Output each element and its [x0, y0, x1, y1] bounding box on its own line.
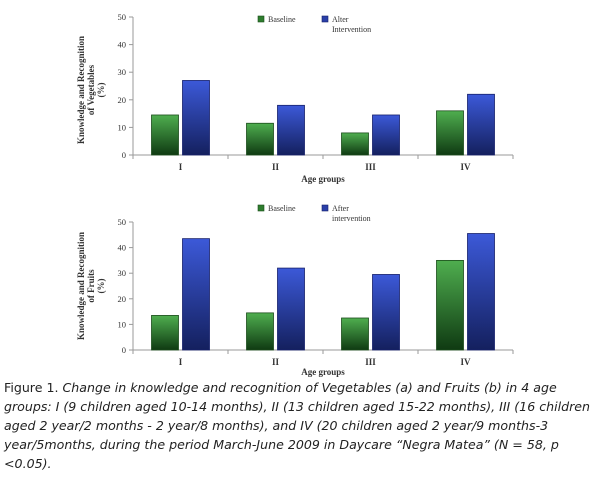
y-axis-label-line: Knowledge and Recognition — [76, 36, 86, 144]
x-tick-label: III — [365, 162, 376, 172]
x-axis-label: Age groups — [301, 174, 345, 184]
bar-intervention — [372, 114, 400, 156]
y-axis-label-line: (%) — [96, 279, 106, 294]
bar-baseline — [151, 114, 179, 156]
bar-intervention — [182, 238, 210, 351]
bar-intervention — [467, 233, 495, 351]
bar-intervention — [372, 274, 400, 351]
y-tick-label: 30 — [118, 268, 127, 278]
caption-label: Figure 1. — [4, 380, 59, 395]
legend-swatch-baseline — [257, 15, 265, 23]
x-tick-label: IV — [460, 357, 471, 367]
x-tick-label: II — [272, 162, 280, 172]
y-tick-label: 0 — [122, 150, 126, 160]
x-tick-label: I — [179, 162, 183, 172]
y-tick-label: 50 — [118, 217, 127, 227]
y-tick-label: 50 — [118, 12, 127, 22]
bar-intervention — [277, 267, 305, 351]
x-axis-label: Age groups — [301, 367, 345, 377]
bar-baseline — [341, 132, 369, 156]
y-axis-label-line: Knowledge and Recognition — [76, 232, 86, 340]
bar-intervention — [182, 80, 210, 156]
y-axis-label-line: (%) — [96, 83, 106, 98]
legend-swatch-intervention — [321, 15, 329, 23]
y-tick-label: 10 — [118, 122, 127, 132]
legend-label-baseline: Baseline — [268, 15, 296, 24]
legend-label-intervention-2: Intervention — [332, 25, 371, 34]
legend-swatch-baseline — [257, 204, 265, 212]
y-tick-label: 0 — [122, 345, 126, 355]
y-tick-label: 40 — [118, 243, 127, 253]
bar-baseline — [436, 110, 464, 156]
x-tick-label: I — [179, 357, 183, 367]
bar-baseline — [341, 317, 369, 351]
y-axis-label: Knowledge and Recognitionof Fruits(%) — [76, 232, 106, 340]
figure-caption: Figure 1. Change in knowledge and recogn… — [4, 378, 596, 473]
y-tick-label: 20 — [118, 294, 127, 304]
y-axis-label-line: of Fruits — [86, 269, 96, 303]
legend-label-intervention-1: After — [332, 204, 349, 213]
bar-baseline — [246, 122, 274, 156]
y-tick-label: 30 — [118, 67, 127, 77]
bar-baseline — [151, 315, 179, 351]
bar-baseline — [246, 312, 274, 351]
legend-swatch-intervention — [321, 204, 329, 212]
bar-intervention — [277, 104, 305, 156]
y-tick-label: 10 — [118, 319, 127, 329]
x-tick-label: II — [272, 357, 280, 367]
bar-intervention — [467, 93, 495, 156]
legend-label-intervention-1: Alter — [332, 15, 349, 24]
bar-baseline — [436, 259, 464, 351]
y-axis-label: Knowledge and Recognitionof Vegetables(%… — [76, 36, 106, 144]
caption-text: Change in knowledge and recognition of V… — [4, 380, 591, 471]
x-tick-label: III — [365, 357, 376, 367]
x-tick-label: IV — [460, 162, 471, 172]
legend-label-baseline: Baseline — [268, 204, 296, 213]
y-axis-label-line: of Vegetables — [86, 64, 96, 115]
legend-label-intervention-2: intervention — [332, 214, 371, 223]
y-tick-label: 20 — [118, 95, 127, 105]
y-tick-label: 40 — [118, 40, 127, 50]
